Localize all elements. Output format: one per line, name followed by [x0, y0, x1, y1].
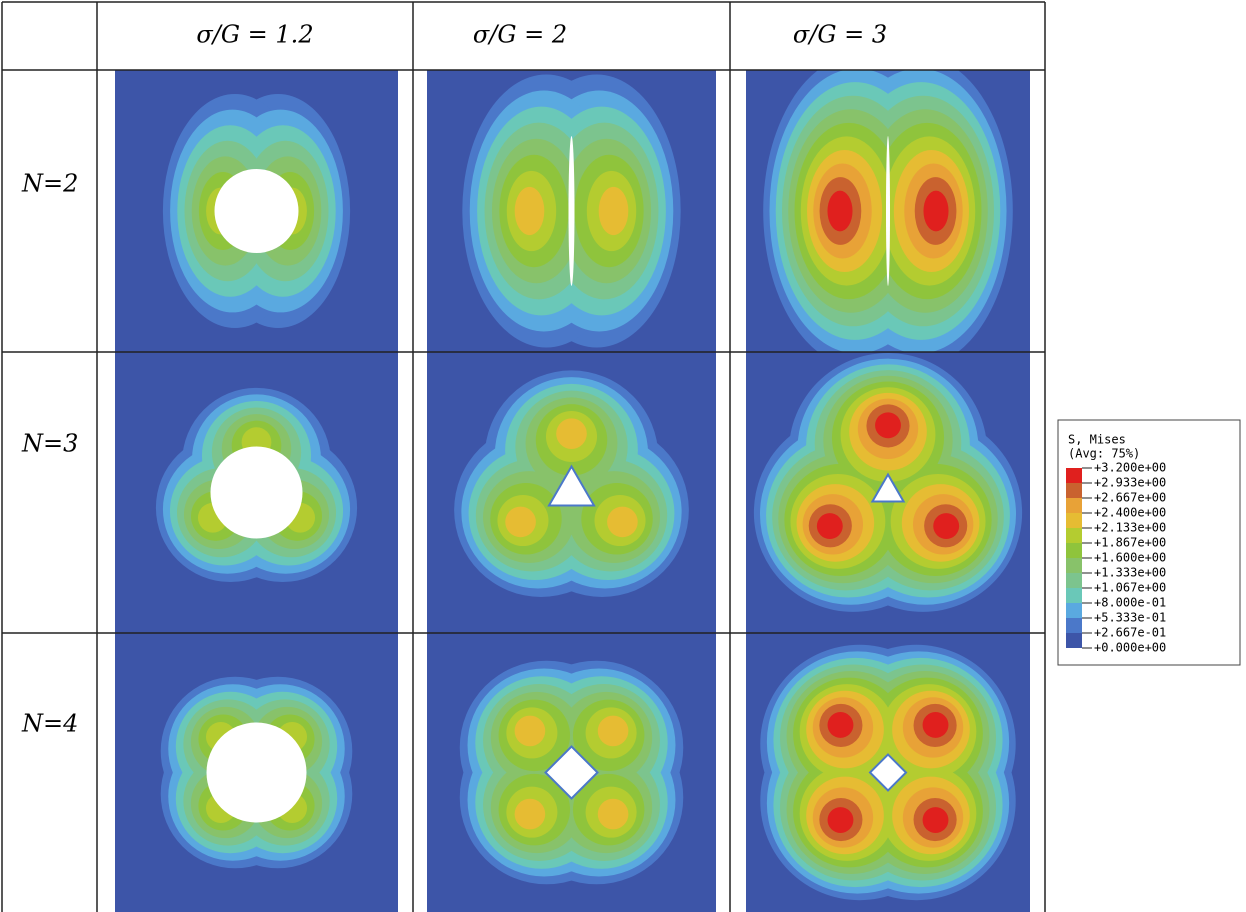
- hole: [870, 472, 906, 503]
- contour-band: [607, 506, 638, 538]
- contour-band: [827, 190, 853, 232]
- column-header: σ/G = 3: [793, 21, 887, 49]
- legend-swatch: [1066, 528, 1082, 543]
- hole: [568, 136, 575, 286]
- contour-band: [505, 506, 536, 538]
- contour-band: [514, 798, 546, 830]
- contour-band: [827, 807, 854, 833]
- legend-label: +2.667e-01: [1094, 626, 1166, 640]
- legend-label: +1.600e+00: [1094, 551, 1166, 565]
- legend-label: +5.333e-01: [1094, 611, 1166, 625]
- contour-band: [922, 712, 949, 738]
- contour-band: [597, 798, 629, 830]
- legend-swatch: [1066, 513, 1082, 528]
- contour-plot: [746, 633, 1030, 912]
- contour-band: [816, 513, 843, 540]
- contour-plot: [115, 352, 398, 633]
- legend-swatch: [1066, 468, 1082, 483]
- contour-plot: [746, 70, 1030, 352]
- contour-grid: [115, 70, 1030, 912]
- contour-band: [933, 513, 960, 540]
- contour-plot: [115, 633, 398, 912]
- legend-label: +1.333e+00: [1094, 566, 1166, 580]
- contour-band: [923, 190, 949, 232]
- contour-band: [827, 712, 854, 738]
- table-lines: [1, 1, 1046, 912]
- hole: [210, 446, 303, 539]
- legend-swatch: [1066, 498, 1082, 513]
- contour-band: [598, 186, 629, 236]
- hole: [547, 464, 596, 507]
- legend-title: S, Mises: [1068, 433, 1126, 447]
- legend-swatch: [1066, 573, 1082, 588]
- hole: [868, 753, 908, 792]
- legend-swatch: [1066, 633, 1082, 648]
- legend-swatch: [1066, 543, 1082, 558]
- contour-band: [875, 412, 901, 439]
- legend-label: +2.933e+00: [1094, 476, 1166, 490]
- legend-label: +2.667e+00: [1094, 491, 1166, 505]
- hole: [206, 722, 307, 823]
- legend-subtitle: (Avg: 75%): [1068, 447, 1140, 461]
- legend-label: +2.400e+00: [1094, 506, 1166, 520]
- legend-label: +1.067e+00: [1094, 581, 1166, 595]
- legend-label: +3.200e+00: [1094, 461, 1166, 475]
- contour-band: [597, 715, 629, 747]
- hole: [886, 136, 890, 286]
- row-header: N=3: [21, 430, 78, 458]
- contour-band: [922, 807, 949, 833]
- column-header: σ/G = 2: [473, 21, 567, 49]
- legend-swatch: [1066, 588, 1082, 603]
- column-header: σ/G = 1.2: [196, 21, 313, 49]
- contour-plot: [746, 352, 1030, 633]
- contour-plot: [427, 633, 716, 912]
- contour-band: [514, 186, 545, 236]
- legend-swatch: [1066, 618, 1082, 633]
- legend-label: +8.000e-01: [1094, 596, 1166, 610]
- legend-label: +2.133e+00: [1094, 521, 1166, 535]
- legend-swatch: [1066, 558, 1082, 573]
- row-header: N=2: [21, 170, 78, 198]
- legend-swatch: [1066, 603, 1082, 618]
- contour-plot: [427, 70, 716, 352]
- legend-label: +1.867e+00: [1094, 536, 1166, 550]
- legend-swatch: [1066, 483, 1082, 498]
- contour-plot: [427, 352, 716, 633]
- contour-band: [514, 715, 546, 747]
- hole: [544, 745, 599, 800]
- row-header: N=4: [21, 710, 78, 738]
- hole: [214, 169, 299, 253]
- contour-band: [556, 418, 587, 450]
- legend: S, Mises (Avg: 75%) +3.200e+00+2.933e+00…: [1057, 419, 1241, 666]
- legend-label: +0.000e+00: [1094, 641, 1166, 655]
- contour-plot: [115, 70, 398, 352]
